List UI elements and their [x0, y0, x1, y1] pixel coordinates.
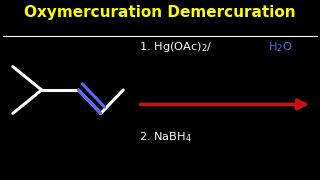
Text: 1. Hg(OAc)$_2$/: 1. Hg(OAc)$_2$/ [139, 40, 212, 54]
Text: 2. NaBH$_4$: 2. NaBH$_4$ [139, 130, 192, 144]
Text: Oxymercuration Demercuration: Oxymercuration Demercuration [24, 5, 296, 20]
FancyArrowPatch shape [140, 100, 305, 109]
Text: H$_2$O: H$_2$O [268, 40, 292, 54]
